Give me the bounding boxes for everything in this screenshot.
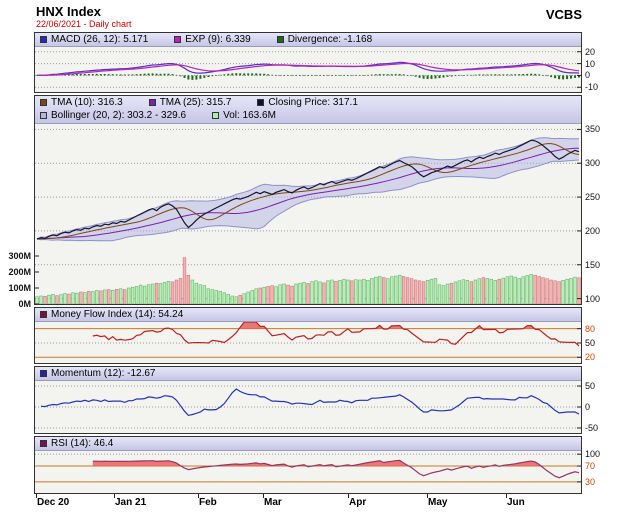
x-axis-tick	[36, 494, 37, 498]
legend-label-macd: MACD (26, 12): 5.171	[51, 34, 149, 45]
legend-label-mfi: Money Flow Index (14): 54.24	[51, 309, 184, 320]
x-axis-label: Feb	[199, 497, 217, 508]
y-axis-label: 300	[585, 158, 601, 169]
y-axis-label: 100	[585, 449, 601, 460]
x-axis-label: Apr	[349, 497, 367, 508]
legend-label-tma25: TMA (25): 315.7	[159, 97, 232, 108]
y-axis-label: 50	[585, 381, 596, 392]
tma10-swatch-icon	[40, 99, 47, 106]
macd-swatch-icon	[40, 36, 47, 43]
macd-legend: MACD (26, 12): 5.171 EXP (9): 6.339 Dive…	[35, 33, 581, 47]
price-legend-row-2: Bollinger (20, 2): 303.2 - 329.6 Vol: 16…	[35, 109, 581, 122]
legend-item-tma10: TMA (10): 316.3	[40, 97, 123, 108]
rsi-legend: RSI (14): 46.4	[35, 437, 581, 451]
rsi-panel: RSI (14): 46.4	[34, 436, 582, 494]
y-axis-label: 350	[585, 124, 601, 135]
y-axis-label: 100	[585, 293, 601, 304]
x-axis-label: Jun	[507, 497, 525, 508]
mfi-swatch-icon	[40, 311, 47, 318]
legend-label-bollinger: Bollinger (20, 2): 303.2 - 329.6	[51, 110, 187, 121]
macd-plot-area	[35, 47, 581, 92]
volume-swatch-icon	[212, 112, 220, 119]
y-axis-label: 0	[585, 70, 591, 81]
bollinger-swatch-icon	[40, 112, 47, 119]
legend-item-macd: MACD (26, 12): 5.171	[40, 34, 148, 45]
x-axis-label: Dec 20	[37, 497, 70, 508]
x-axis-tick	[427, 494, 428, 498]
volume-axis-label: 100M	[8, 283, 31, 293]
y-axis-label: -50	[585, 422, 599, 433]
x-axis-label: May	[428, 497, 448, 508]
rsi-swatch-icon	[40, 440, 47, 447]
legend-label-rsi: RSI (14): 46.4	[51, 438, 114, 449]
legend-item-exp: EXP (9): 6.339	[174, 34, 251, 45]
momentum-legend: Momentum (12): -12.67	[35, 367, 581, 381]
x-axis-label: Jan 21	[115, 497, 147, 508]
mfi-panel: Money Flow Index (14): 54.24	[34, 307, 582, 364]
x-axis-tick	[263, 494, 264, 498]
volume-axis-label: 300M	[8, 251, 31, 261]
y-axis-label: 80	[585, 323, 596, 334]
y-axis-label: 10	[585, 58, 596, 69]
volume-axis-label: 0M	[18, 299, 31, 309]
tma25-swatch-icon	[148, 99, 156, 106]
legend-item-momentum: Momentum (12): -12.67	[40, 368, 156, 379]
momentum-plot-area	[35, 381, 581, 433]
chart-date-subtitle: 22/06/2021 - Daily chart	[36, 19, 132, 29]
price-legend-row-1: TMA (10): 316.3 TMA (25): 315.7 Closing …	[35, 96, 581, 109]
y-axis-label: 70	[585, 461, 596, 472]
closing-price-swatch-icon	[257, 99, 265, 106]
price-plot-area	[35, 124, 581, 304]
momentum-swatch-icon	[40, 370, 47, 377]
price-legend: TMA (10): 316.3 TMA (25): 315.7 Closing …	[35, 96, 581, 124]
legend-item-mfi: Money Flow Index (14): 54.24	[40, 309, 183, 320]
legend-label-momentum: Momentum (12): -12.67	[51, 368, 156, 379]
macd-panel: MACD (26, 12): 5.171 EXP (9): 6.339 Dive…	[34, 32, 582, 93]
y-axis-label: 0	[585, 402, 591, 412]
legend-label-closing-price: Closing Price: 317.1	[268, 97, 358, 108]
x-axis-tick	[114, 494, 115, 498]
legend-label-divergence: Divergence: -1.168	[287, 34, 373, 45]
legend-label-exp: EXP (9): 6.339	[185, 34, 251, 45]
x-axis-tick	[348, 494, 349, 498]
y-axis-label: 30	[585, 476, 596, 487]
y-axis-label: 20	[585, 352, 596, 363]
page-title: HNX Index	[36, 4, 102, 19]
y-axis-label: 200	[585, 225, 601, 236]
y-axis-label: -10	[585, 82, 599, 93]
legend-item-volume: Vol: 163.6M	[212, 110, 276, 121]
price-panel: TMA (10): 316.3 TMA (25): 315.7 Closing …	[34, 95, 582, 305]
y-axis-label: 250	[585, 192, 601, 203]
mfi-legend: Money Flow Index (14): 54.24	[35, 308, 581, 322]
legend-item-tma25: TMA (25): 315.7	[148, 97, 232, 108]
legend-item-rsi: RSI (14): 46.4	[40, 438, 113, 449]
volume-axis-label: 200M	[8, 267, 31, 277]
legend-label-volume: Vol: 163.6M	[223, 110, 276, 121]
divergence-swatch-icon	[276, 36, 284, 43]
y-axis-label: 20	[585, 46, 596, 57]
x-axis-tick	[198, 494, 199, 498]
x-axis-label: Mar	[264, 497, 282, 508]
rsi-plot-area	[35, 451, 581, 493]
y-axis-label: 50	[585, 337, 596, 348]
mfi-plot-area	[35, 322, 581, 363]
exp-swatch-icon	[174, 36, 182, 43]
momentum-panel: Momentum (12): -12.67	[34, 366, 582, 434]
legend-item-divergence: Divergence: -1.168	[276, 34, 373, 45]
brand-logo: VCBS	[545, 7, 582, 22]
x-axis-tick	[506, 494, 507, 498]
y-axis-label: 150	[585, 259, 601, 270]
legend-label-tma10: TMA (10): 316.3	[51, 97, 123, 108]
legend-item-bollinger: Bollinger (20, 2): 303.2 - 329.6	[40, 110, 186, 121]
legend-item-closing-price: Closing Price: 317.1	[257, 97, 358, 108]
